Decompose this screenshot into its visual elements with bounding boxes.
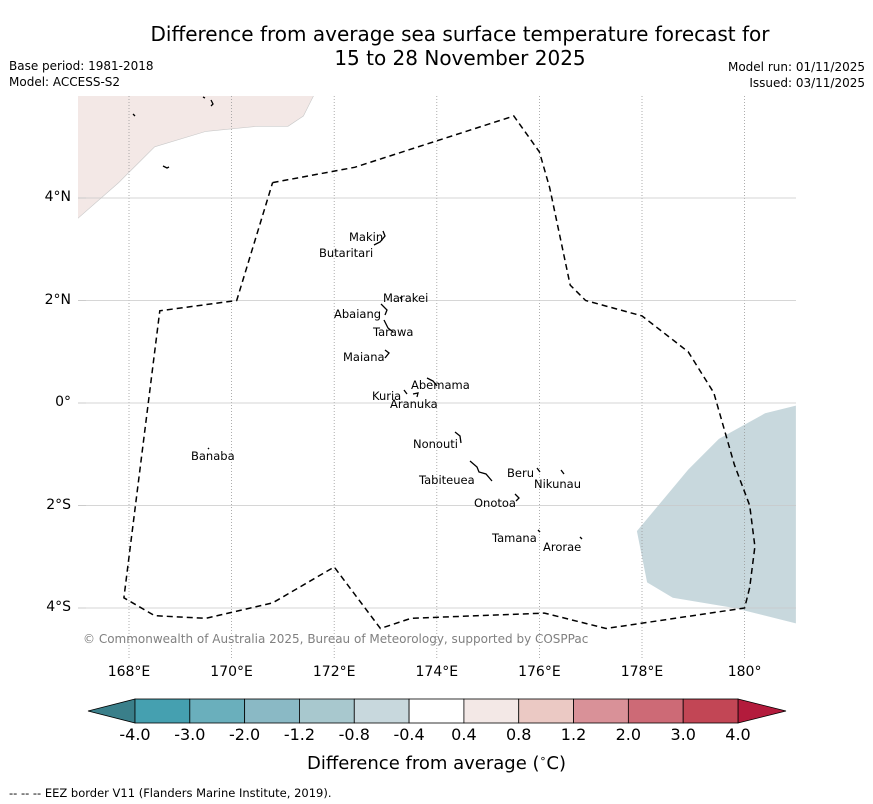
island-label: Aranuka (390, 397, 438, 411)
colorbar-tick-label: 0.8 (505, 725, 532, 744)
atoll-shape (579, 536, 583, 540)
island-label: Tabiteuea (419, 473, 475, 487)
atoll-shape (514, 493, 520, 502)
atoll-shape (537, 529, 541, 533)
colorbar-tick-label: -4.0 (119, 725, 151, 744)
latitude-label: 2°N (44, 291, 71, 308)
atoll-shape (384, 349, 390, 359)
latitude-label: 0° (55, 394, 71, 410)
colorbar-bin (627, 698, 684, 724)
longitude-label: 180° (727, 664, 762, 680)
atoll-shape (426, 377, 438, 387)
eez-footnote: -- -- -- EEZ border V11 (Flanders Marine… (9, 786, 332, 800)
atoll-shape (454, 431, 462, 444)
colorbar-tick-label: 1.2 (560, 725, 587, 744)
longitude-label: 168°E (107, 664, 151, 680)
island-label: Makin (349, 230, 384, 244)
island-label: Butaritari (319, 246, 374, 260)
colorbar-above-extension (737, 698, 787, 724)
island-label: Banaba (191, 449, 235, 463)
colorbar-tick-label: -0.4 (393, 725, 425, 744)
cool-anomaly-region (636, 405, 796, 624)
island-label: Onotoa (474, 496, 516, 510)
island-label: Tarawa (373, 325, 414, 339)
atoll-shape (373, 230, 386, 246)
colorbar-title: Difference from average (∘C) (306, 752, 567, 774)
colorbar-tick-label: 2.0 (615, 725, 642, 744)
atoll-shape (536, 467, 541, 473)
chart-title: Difference from average sea surface temp… (0, 22, 873, 70)
island-label: Abaiang (334, 307, 382, 321)
model-run: Model run: 01/11/2025 (727, 60, 865, 74)
latitude-label: 2°S (46, 496, 71, 513)
meta-left: Base period: 1981-2018 Model: ACCESS-S2 (9, 58, 154, 90)
colorbar-bin (682, 698, 739, 724)
atoll-shape (403, 389, 408, 395)
atoll-shape (207, 447, 210, 450)
meta-right: Model run: 01/11/2025 Issued: 03/11/2025 (728, 59, 865, 91)
colorbar-tick-label: 3.0 (670, 725, 696, 744)
atoll-shape (202, 96, 206, 99)
longitude-label: 176°E (518, 664, 561, 680)
colorbar-bin (299, 698, 355, 724)
island-label: Kuria (372, 389, 402, 403)
gridlines (78, 96, 796, 660)
island-label: Nonouti (413, 437, 458, 451)
latitude-label: 4°S (46, 599, 71, 615)
colorbar-tick-label: -2.0 (229, 725, 261, 744)
colorbar-bin (134, 698, 191, 724)
colorbar-bin (244, 698, 300, 724)
colorbar-below-extension (87, 698, 136, 724)
island-label: Maiana (343, 350, 385, 364)
model-name: Model: ACCESS-S2 (9, 75, 121, 89)
base-period: Base period: 1981-2018 (9, 59, 154, 73)
island-label: Beru (507, 466, 534, 480)
island-label: Arorae (543, 540, 582, 554)
copyright-notice: © Commonwealth of Australia 2025, Bureau… (83, 632, 589, 646)
atoll-shape (380, 303, 388, 316)
atoll-shape (560, 469, 565, 475)
issued-date: Issued: 03/11/2025 (749, 76, 865, 90)
latitude-label: 4°N (44, 189, 71, 205)
title-line-1: Difference from average sea surface temp… (150, 22, 770, 46)
island-label: Abemama (411, 378, 470, 392)
longitude-label: 170°E (210, 664, 253, 680)
atoll-shape (132, 113, 136, 117)
atoll-shape (383, 319, 394, 333)
longitude-label: 178°E (620, 664, 664, 680)
longitude-label: 174°E (415, 664, 459, 680)
colorbar-tick-label: 0.4 (451, 725, 477, 744)
colorbar-tick-label: -3.0 (174, 725, 206, 744)
colorbar-bin (189, 698, 246, 724)
eez-border (123, 115, 756, 630)
colorbar-bin (353, 698, 410, 724)
colorbar-tick-label: -1.2 (283, 725, 316, 744)
warm-anomaly-region (78, 96, 314, 219)
atoll-shape (469, 460, 493, 482)
colorbar-bin (518, 698, 574, 724)
colorbar-bin (463, 698, 520, 724)
atoll-shape (210, 99, 214, 107)
colorbar-bin (408, 698, 465, 724)
atoll-shape (412, 392, 419, 398)
colorbar-bin (573, 698, 629, 724)
atoll-shape (162, 165, 170, 169)
colorbar-tick-label: 4.0 (725, 725, 751, 744)
atoll-shape (399, 296, 403, 301)
longitude-label: 172°E (312, 664, 356, 680)
axis-ticks (78, 197, 86, 609)
colorbar-tick-label: -0.8 (338, 725, 370, 744)
island-shapes (132, 96, 583, 540)
island-label: Marakei (383, 291, 429, 305)
title-line-2: 15 to 28 November 2025 (334, 46, 586, 70)
island-label: Nikunau (534, 477, 582, 491)
island-label: Tamana (492, 531, 537, 545)
colorbar (87, 698, 787, 724)
